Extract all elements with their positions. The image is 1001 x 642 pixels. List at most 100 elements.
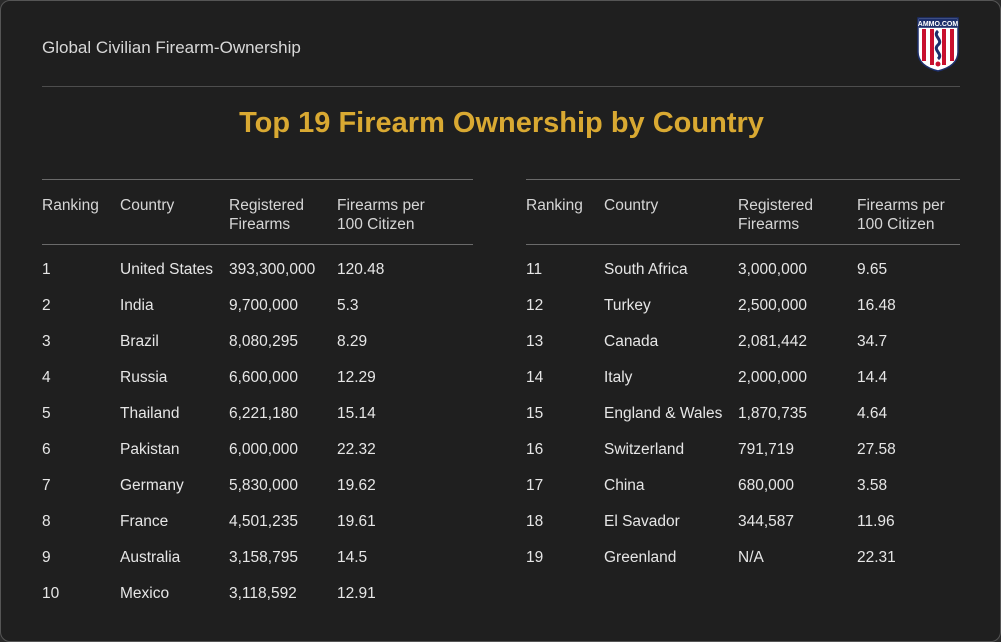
cell-rank: 16	[526, 441, 544, 458]
cell-registered: 9,700,000	[229, 297, 298, 314]
table-row: 9 Australia 3,158,795 14.5	[42, 533, 473, 569]
cell-registered: 791,719	[738, 441, 795, 458]
table-row: 2 India 9,700,000 5.3	[42, 281, 473, 317]
table-row: 16 Switzerland 791,719 27.58	[526, 425, 960, 461]
cell-registered: 4,501,235	[229, 513, 298, 530]
cell-registered: 6,000,000	[229, 441, 298, 458]
cell-country: Australia	[120, 549, 181, 566]
cell-per100: 8.29	[337, 333, 368, 350]
cell-per100: 15.14	[337, 405, 376, 422]
table-header-rule	[42, 244, 473, 245]
column-header-country: Country	[604, 197, 659, 214]
cell-rank: 9	[42, 549, 51, 566]
table-body-right: 11 South Africa 3,000,000 9.65 12 Turkey 2,50…	[526, 245, 960, 569]
cell-per100: 4.64	[857, 405, 888, 422]
column-header-ranking: Ranking	[526, 197, 583, 214]
cell-per100: 3.58	[857, 477, 888, 494]
cell-rank: 13	[526, 333, 544, 350]
table-row: 14 Italy 2,000,000 14.4	[526, 353, 960, 389]
cell-registered: 3,000,000	[738, 261, 807, 278]
table-header-rule	[526, 244, 960, 245]
cell-per100: 22.32	[337, 441, 376, 458]
cell-registered: 6,221,180	[229, 405, 298, 422]
logo-text: AMMO.COM	[918, 21, 959, 28]
cell-registered: 5,830,000	[229, 477, 298, 494]
cell-country: Greenland	[604, 549, 677, 566]
cell-rank: 1	[42, 261, 51, 278]
cell-country: Switzerland	[604, 441, 685, 458]
table-row: 5 Thailand 6,221,180 15.14	[42, 389, 473, 425]
table-row: 12 Turkey 2,500,000 16.48	[526, 281, 960, 317]
cell-per100: 19.62	[337, 477, 376, 494]
cell-country: France	[120, 513, 169, 530]
table-row: 4 Russia 6,600,000 12.29	[42, 353, 473, 389]
column-header-ranking: Ranking	[42, 197, 99, 214]
cell-registered: 344,587	[738, 513, 795, 530]
table-row: 15 England & Wales 1,870,735 4.64	[526, 389, 960, 425]
ammo-com-logo: AMMO.COM	[917, 17, 959, 72]
cell-registered: 680,000	[738, 477, 795, 494]
cell-per100: 16.48	[857, 297, 896, 314]
ranking-table-left: Ranking Country Registered Firearms Fire…	[42, 179, 473, 605]
cell-per100: 19.61	[337, 513, 376, 530]
cell-per100: 34.7	[857, 333, 888, 350]
cell-per100: 22.31	[857, 549, 896, 566]
cell-country: Italy	[604, 369, 633, 386]
cell-country: Brazil	[120, 333, 159, 350]
cell-rank: 11	[526, 261, 543, 278]
table-row: 11 South Africa 3,000,000 9.65	[526, 245, 960, 281]
cell-rank: 17	[526, 477, 544, 494]
cell-registered: 2,500,000	[738, 297, 807, 314]
cell-country: England & Wales	[604, 405, 723, 422]
cell-rank: 8	[42, 513, 51, 530]
table-row: 8 France 4,501,235 19.61	[42, 497, 473, 533]
cell-rank: 4	[42, 369, 51, 386]
cell-country: India	[120, 297, 154, 314]
cell-rank: 10	[42, 585, 60, 602]
cell-per100: 11.96	[857, 513, 895, 530]
header-divider	[42, 86, 960, 87]
cell-registered: 3,158,795	[229, 549, 298, 566]
table-row: 19 Greenland N/A 22.31	[526, 533, 960, 569]
column-header-per100: Firearms per 100 Citizen	[857, 197, 945, 233]
cell-per100: 5.3	[337, 297, 359, 314]
cell-registered: 393,300,000	[229, 261, 316, 278]
cell-registered: 6,600,000	[229, 369, 298, 386]
ranking-table-right: Ranking Country Registered Firearms Fire…	[526, 179, 960, 569]
cell-rank: 15	[526, 405, 544, 422]
cell-per100: 9.65	[857, 261, 888, 278]
table-row: 13 Canada 2,081,442 34.7	[526, 317, 960, 353]
cell-country: Thailand	[120, 405, 180, 422]
cell-country: United States	[120, 261, 214, 278]
table-row: 6 Pakistan 6,000,000 22.32	[42, 425, 473, 461]
cell-rank: 2	[42, 297, 51, 314]
cell-rank: 7	[42, 477, 51, 494]
table-row: 17 China 680,000 3.58	[526, 461, 960, 497]
table-top-rule	[526, 179, 960, 180]
page-title: Top 19 Firearm Ownership by Country	[239, 107, 764, 139]
cell-per100: 27.58	[857, 441, 896, 458]
cell-rank: 3	[42, 333, 51, 350]
cell-registered: N/A	[738, 549, 764, 566]
cell-per100: 14.5	[337, 549, 368, 566]
cell-country: Canada	[604, 333, 659, 350]
cell-registered: 3,118,592	[229, 585, 297, 602]
cell-country: Turkey	[604, 297, 651, 314]
cell-rank: 6	[42, 441, 51, 458]
cell-per100: 12.91	[337, 585, 376, 602]
table-header: Ranking Country Registered Firearms Fire…	[42, 180, 473, 244]
column-header-registered: Registered Firearms	[738, 197, 813, 233]
cell-per100: 12.29	[337, 369, 376, 386]
cell-country: South Africa	[604, 261, 688, 278]
cell-registered: 1,870,735	[738, 405, 807, 422]
table-row: 10 Mexico 3,118,592 12.91	[42, 569, 473, 605]
column-header-per100: Firearms per 100 Citizen	[337, 197, 425, 233]
cell-per100: 14.4	[857, 369, 888, 386]
cell-rank: 5	[42, 405, 51, 422]
column-header-country: Country	[120, 197, 175, 214]
cell-country: Germany	[120, 477, 184, 494]
cell-country: Russia	[120, 369, 168, 386]
table-body-left: 1 United States 393,300,000 120.48 2 India 9,…	[42, 245, 473, 605]
cell-registered: 2,081,442	[738, 333, 807, 350]
